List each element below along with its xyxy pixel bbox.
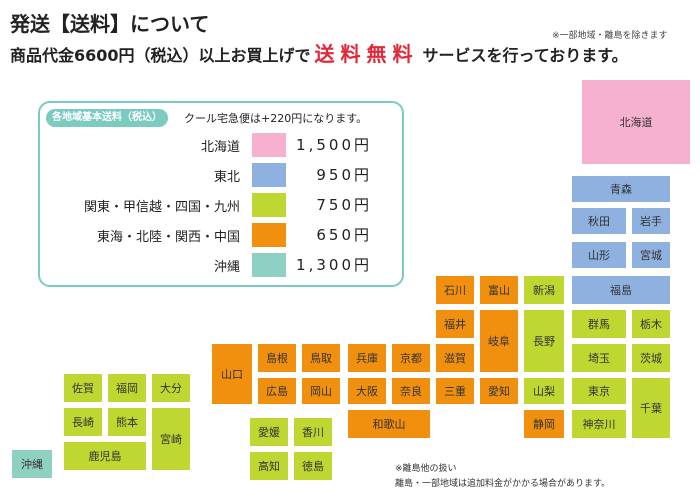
legend-region-okinawa: 沖縄 [213, 260, 240, 275]
pref-hokkaido: 北海道 [580, 78, 692, 166]
pref-shiga: 滋賀 [434, 342, 476, 374]
legend-swatch-okinawa [252, 253, 286, 277]
pref-ishikawa: 石川 [434, 274, 476, 306]
pref-niigata: 新潟 [522, 274, 566, 306]
pref-iwate: 岩手 [630, 206, 672, 236]
pref-osaka: 大阪 [346, 376, 388, 406]
pref-yamaguchi: 山口 [210, 342, 254, 406]
free-shipping-banner: 商品代金6600円（税込）以上お買上げで 送料無料 サービスを行っております。 [10, 38, 628, 67]
legend-swatch-kanto [252, 193, 286, 217]
legend-swatch-tohoku [252, 163, 286, 187]
pref-kyoto: 京都 [390, 342, 432, 374]
legend-price-okinawa: 1,300円 [296, 256, 372, 274]
pref-tokushima: 徳島 [292, 450, 334, 482]
legend-price-kanto: 750円 [316, 196, 372, 214]
pref-oita: 大分 [150, 372, 192, 404]
pref-okayama: 岡山 [300, 376, 342, 406]
pref-aichi: 愛知 [478, 376, 520, 406]
legend-price-hokkaido: 1,500円 [296, 136, 372, 154]
exclusion-note: ※一部地域・離島を除きます [552, 31, 668, 41]
banner-condition: 商品代金6600円（税込）以上お買上げで [10, 46, 311, 65]
free-shipping-text: 送料無料 [314, 42, 419, 66]
pref-hyogo: 兵庫 [346, 342, 388, 374]
pref-okinawa: 沖縄 [10, 448, 54, 480]
pref-ibaraki: 茨城 [630, 342, 672, 374]
pref-saitama: 埼玉 [570, 342, 628, 374]
pref-miyagi: 宮城 [630, 240, 672, 270]
pref-fukushima: 福島 [570, 274, 672, 306]
pref-ehime: 愛媛 [248, 416, 290, 448]
pref-kumamoto: 熊本 [106, 406, 148, 438]
legend-region-tokai: 東海・北陸・関西・中国 [96, 230, 240, 245]
legend-region-hokkaido: 北海道 [200, 140, 240, 155]
pref-mie: 三重 [434, 376, 476, 406]
pref-akita: 秋田 [570, 206, 628, 236]
pref-aomori: 青森 [570, 174, 672, 204]
legend-price-tokai: 650円 [316, 226, 372, 244]
legend-tag: 各地域基本送料（税込） [46, 109, 168, 127]
pref-yamanashi: 山梨 [522, 376, 566, 406]
pref-nagano: 長野 [522, 308, 566, 374]
island-note-body: 離島・一部地域は追加料金がかかる場合があります。 [395, 479, 611, 489]
page-title: 発送【送料】について [10, 12, 210, 36]
pref-shimane: 島根 [256, 342, 298, 374]
pref-nara: 奈良 [390, 376, 432, 406]
pref-miyazaki: 宮崎 [150, 406, 192, 472]
pref-shizuoka: 静岡 [522, 408, 566, 440]
island-note-heading: ※離島他の扱い [395, 464, 457, 474]
pref-tochigi: 栃木 [630, 308, 672, 340]
legend-swatch-tokai [252, 223, 286, 247]
pref-gifu: 岐阜 [478, 308, 520, 374]
pref-saga: 佐賀 [62, 372, 104, 404]
pref-yamagata: 山形 [570, 240, 628, 270]
pref-kanagawa: 神奈川 [570, 408, 628, 440]
banner-service: サービスを行っております。 [422, 46, 628, 65]
legend-price-tohoku: 950円 [316, 166, 372, 184]
pref-nagasaki: 長崎 [62, 406, 104, 438]
pref-tokyo: 東京 [570, 376, 628, 406]
pref-kagawa: 香川 [292, 416, 334, 448]
pref-hiroshima: 広島 [256, 376, 298, 406]
legend-region-tohoku: 東北 [213, 170, 240, 185]
legend-region-kanto: 関東・甲信越・四国・九州 [83, 200, 240, 215]
pref-fukuoka: 福岡 [106, 372, 148, 404]
pref-gunma: 群馬 [570, 308, 628, 340]
pref-kagoshima: 鹿児島 [62, 440, 148, 472]
pref-wakayama: 和歌山 [346, 408, 432, 440]
cool-delivery-note: クール宅急便は+220円になります。 [184, 112, 368, 125]
pref-tottori: 鳥取 [300, 342, 342, 374]
pref-chiba: 千葉 [630, 376, 672, 440]
legend-box [38, 101, 404, 287]
legend-swatch-hokkaido [252, 133, 286, 157]
pref-fukui: 福井 [434, 308, 476, 340]
pref-toyama: 富山 [478, 274, 520, 306]
pref-kochi: 高知 [248, 450, 290, 482]
